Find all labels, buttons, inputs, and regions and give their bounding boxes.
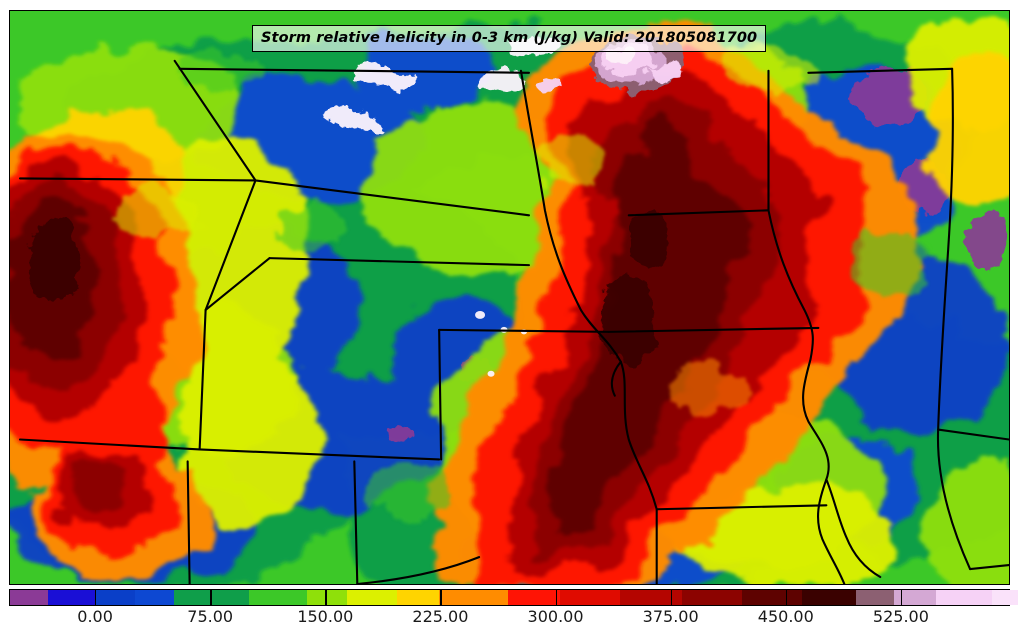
colorbar-tick-labels: 0.00 75.00 150.00 225.00 300.00 375.00 450.00 5… <box>9 607 1010 631</box>
colorbar-segment-dark-green <box>173 590 249 605</box>
colorbar-segment-paler-pink <box>991 590 1018 605</box>
colorbar-label-525: 525.00 <box>872 607 929 626</box>
colorbar-gradient <box>9 589 1018 606</box>
colorbar-segment-blue-2 <box>134 590 174 605</box>
colorbar-label-225: 225.00 <box>412 607 469 626</box>
colorbar-segment-chartreuse <box>346 590 397 605</box>
colorbar-segment-dark-red <box>620 590 683 605</box>
colorbar-segment-red <box>508 590 561 605</box>
colorbar-label-450: 450.00 <box>757 607 814 626</box>
colorbar-segment-extreme-negative-purple <box>10 590 48 605</box>
colorbar-segment-yellow-green <box>306 590 347 605</box>
helicity-raster-field <box>10 11 1009 584</box>
colorbar-segment-red-2 <box>560 590 621 605</box>
colorbar-label-150: 150.00 <box>297 607 354 626</box>
colorbar-segment-light-mauve <box>894 590 936 605</box>
colorbar-segment-yellow <box>396 590 439 605</box>
colorbar-segment-blue <box>95 590 135 605</box>
colorbar-segment-deep-blue <box>47 590 96 605</box>
colorbar-label-300: 300.00 <box>527 607 584 626</box>
colorbar-segment-pale-pink <box>935 590 992 605</box>
colorbar-segment-darker-red <box>682 590 743 605</box>
colorbar-segment-green <box>248 590 307 605</box>
colorbar-label-375: 375.00 <box>642 607 699 626</box>
colorbar-segment-mauve <box>856 590 894 605</box>
colorbar-segment-maroon <box>742 590 803 605</box>
colorbar-label-75: 75.00 <box>187 607 234 626</box>
colorbar-segment-near-black-red <box>802 590 857 605</box>
map-panel[interactable]: Storm relative helicity in 0-3 km (J/kg)… <box>9 10 1010 585</box>
colorbar-segment-orange <box>438 590 509 605</box>
colorbar-label-0: 0.00 <box>77 607 113 626</box>
colorbar[interactable] <box>9 589 1018 606</box>
map-title: Storm relative helicity in 0-3 km (J/kg)… <box>252 25 767 53</box>
